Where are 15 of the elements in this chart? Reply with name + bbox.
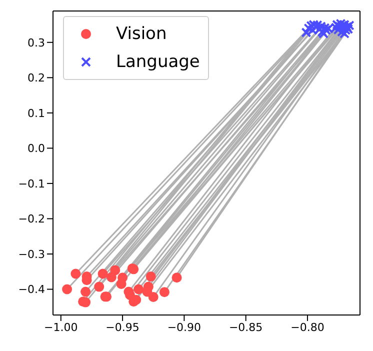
legend-label: Vision: [116, 23, 167, 46]
y-tick-label: −0.4: [18, 283, 45, 296]
y-tick-label: −0.1: [18, 177, 45, 190]
x-tick-label: −0.95: [106, 320, 140, 334]
x-tick-label: −0.90: [167, 320, 202, 334]
legend-label: Language: [116, 51, 200, 74]
y-tick-label: −0.3: [18, 248, 45, 261]
y-tick-label: −0.2: [18, 212, 45, 226]
y-tick-label: 0.3: [28, 36, 45, 50]
x-tick-label: −0.85: [228, 320, 263, 334]
y-tick-label: 0.2: [28, 72, 45, 85]
x-tick-label: −0.80: [290, 320, 324, 334]
y-tick-label: 0.1: [28, 106, 45, 120]
y-tick-label: 0.0: [28, 142, 45, 156]
x-tick-label: −1.00: [44, 320, 78, 334]
